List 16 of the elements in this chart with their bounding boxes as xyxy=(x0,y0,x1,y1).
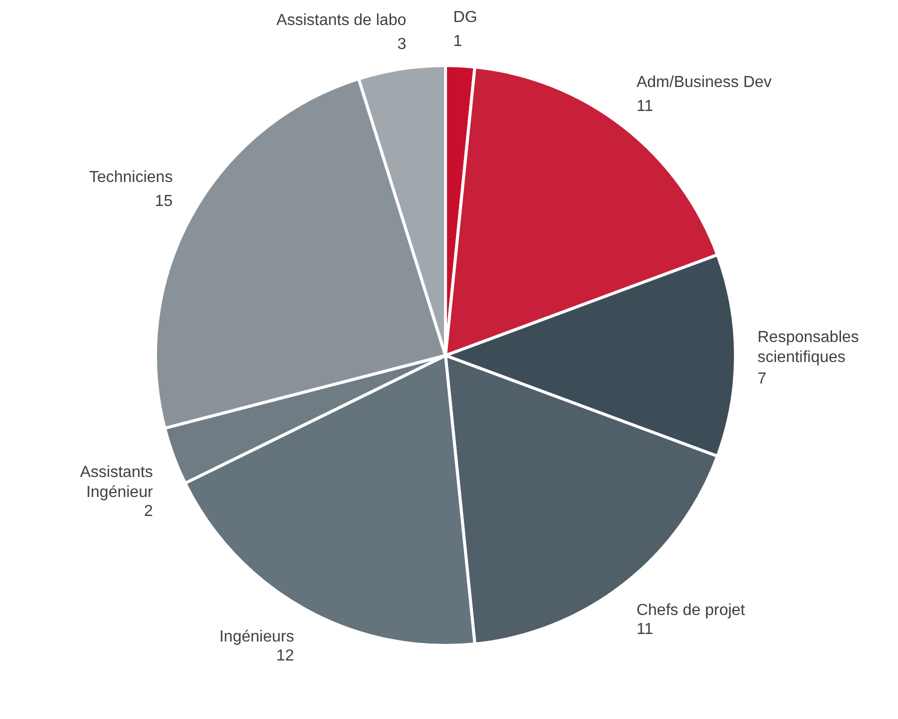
data-label: 11 xyxy=(636,621,654,638)
slice-label: Adm/Business Dev xyxy=(636,74,772,91)
slice-label: Assistants de labo xyxy=(276,12,406,30)
data-label: 1 xyxy=(453,32,462,50)
slice-label: Chefs de projet xyxy=(636,602,746,620)
data-label: 12 xyxy=(276,647,294,664)
data-label: 3 xyxy=(397,36,406,54)
slice-label: DG xyxy=(453,8,478,26)
data-label: 15 xyxy=(154,193,173,210)
slice-label: Ingénieurs xyxy=(219,628,294,646)
slice-label: Assistants Ingénieur xyxy=(80,464,154,501)
data-label: 11 xyxy=(636,98,654,115)
slice-label: Responsables scientifiques xyxy=(758,329,859,366)
data-label: 7 xyxy=(758,370,766,388)
data-label: 2 xyxy=(144,502,154,520)
slice-label: Techniciens xyxy=(89,169,173,186)
